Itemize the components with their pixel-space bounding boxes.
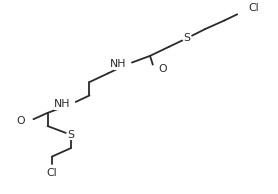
Text: Cl: Cl: [46, 168, 57, 178]
Text: S: S: [184, 33, 191, 43]
Text: Cl: Cl: [248, 3, 259, 13]
Text: NH: NH: [54, 99, 71, 109]
Text: O: O: [16, 116, 25, 126]
Text: S: S: [68, 130, 75, 140]
Text: O: O: [158, 64, 167, 74]
Text: NH: NH: [110, 60, 126, 69]
